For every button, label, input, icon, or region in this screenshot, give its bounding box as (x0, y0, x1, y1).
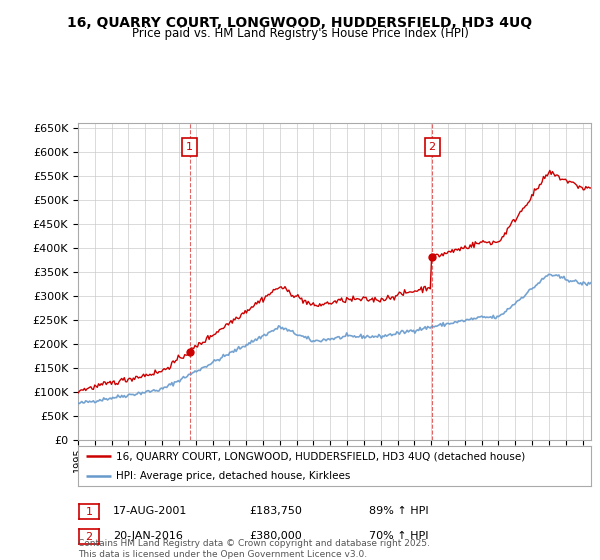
Text: £183,750: £183,750 (249, 506, 302, 516)
Text: 17-AUG-2001: 17-AUG-2001 (113, 506, 187, 516)
Text: 2: 2 (86, 532, 92, 542)
Text: 1: 1 (186, 142, 193, 152)
Text: HPI: Average price, detached house, Kirklees: HPI: Average price, detached house, Kirk… (116, 470, 351, 480)
Text: Contains HM Land Registry data © Crown copyright and database right 2025.
This d: Contains HM Land Registry data © Crown c… (78, 539, 430, 559)
Text: 89% ↑ HPI: 89% ↑ HPI (369, 506, 428, 516)
Text: £380,000: £380,000 (249, 531, 302, 542)
Text: 1: 1 (86, 507, 92, 516)
Text: 20-JAN-2016: 20-JAN-2016 (113, 531, 182, 542)
Text: Price paid vs. HM Land Registry's House Price Index (HPI): Price paid vs. HM Land Registry's House … (131, 27, 469, 40)
Text: 2: 2 (428, 142, 436, 152)
Text: 70% ↑ HPI: 70% ↑ HPI (369, 531, 428, 542)
Text: 16, QUARRY COURT, LONGWOOD, HUDDERSFIELD, HD3 4UQ (detached house): 16, QUARRY COURT, LONGWOOD, HUDDERSFIELD… (116, 451, 526, 461)
Text: 16, QUARRY COURT, LONGWOOD, HUDDERSFIELD, HD3 4UQ: 16, QUARRY COURT, LONGWOOD, HUDDERSFIELD… (67, 16, 533, 30)
